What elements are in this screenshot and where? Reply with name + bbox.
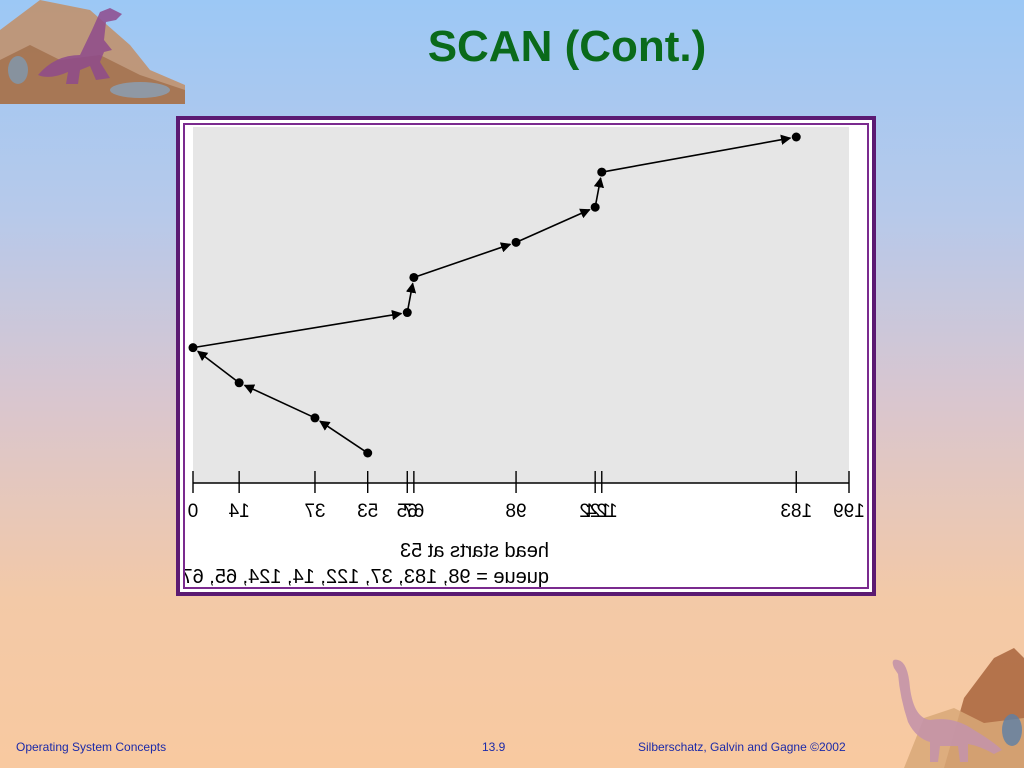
head-move-arrow bbox=[196, 350, 237, 381]
tick-label-group: 65 bbox=[397, 501, 418, 522]
head-move-arrow bbox=[417, 242, 512, 277]
tick-label: 65 bbox=[397, 501, 418, 522]
tick-label-group: 53 bbox=[357, 501, 378, 522]
tick-label: 37 bbox=[304, 501, 325, 522]
queue-caption: head starts at 53 queue = 98, 183, 37, 1… bbox=[185, 540, 549, 588]
head-move-arrow bbox=[196, 309, 403, 348]
tick-label-group: 98 bbox=[505, 501, 526, 522]
figure-frame: 0 14 37 53 65 67 98 122 124 183 199 head starts at… bbox=[176, 116, 876, 596]
head-move-arrow bbox=[405, 282, 417, 309]
head-position-point bbox=[310, 413, 320, 423]
tick-label: 183 bbox=[780, 501, 812, 522]
head-position-point bbox=[234, 378, 244, 388]
head-move-arrow bbox=[593, 176, 605, 204]
slide-title: SCAN (Cont.) bbox=[427, 22, 707, 71]
head-position-point bbox=[409, 272, 419, 282]
cylinder-axis bbox=[192, 471, 850, 493]
tick-label: 0 bbox=[188, 501, 199, 522]
tick-label-group: 14 bbox=[228, 501, 250, 522]
tick-label: 53 bbox=[357, 501, 378, 522]
head-position-point bbox=[402, 308, 412, 318]
tick-label: 98 bbox=[505, 501, 526, 522]
figure-inner-border: 0 14 37 53 65 67 98 122 124 183 199 head starts at… bbox=[183, 123, 869, 589]
head-position-point bbox=[791, 132, 801, 142]
tick-label: 124 bbox=[585, 501, 617, 522]
head-position-point bbox=[590, 202, 600, 212]
head-move-arrow bbox=[519, 208, 591, 242]
tick-label-group: 0 bbox=[188, 501, 199, 522]
tick-label: 199 bbox=[833, 501, 865, 522]
head-move-arrow bbox=[243, 384, 312, 417]
tick-label-group: 122 bbox=[579, 501, 611, 522]
tick-label-group: 183 bbox=[780, 501, 812, 522]
head-position-point bbox=[511, 237, 521, 247]
plot-area bbox=[193, 127, 849, 483]
brachiosaurus-dinosaur-icon bbox=[892, 648, 1024, 768]
head-position-point bbox=[188, 343, 198, 353]
head-path bbox=[188, 132, 801, 458]
head-position-point bbox=[597, 167, 607, 177]
head-move-arrow bbox=[319, 420, 365, 452]
caption-head-start: head starts at 53 bbox=[400, 540, 549, 562]
tick-label-group: 37 bbox=[304, 501, 325, 522]
tick-label-group: 67 bbox=[403, 501, 424, 522]
footer-copyright: Silberschatz, Galvin and Gagne ©2002 bbox=[638, 740, 846, 754]
footer-course: Operating System Concepts bbox=[16, 740, 167, 754]
tick-label: 67 bbox=[403, 501, 424, 522]
head-move-arrow bbox=[605, 134, 792, 173]
head-position-point bbox=[363, 448, 373, 458]
tick-label: 122 bbox=[579, 501, 611, 522]
tick-label: 14 bbox=[228, 501, 250, 522]
t-rex-dinosaur-icon bbox=[0, 0, 185, 104]
tick-label-group: 124 bbox=[585, 501, 617, 522]
caption-queue: queue = 98, 183, 37, 122, 14, 124, 65, 6… bbox=[185, 566, 549, 588]
footer-page-number: 13.9 bbox=[482, 740, 506, 754]
tick-label-group: 199 bbox=[833, 501, 865, 522]
